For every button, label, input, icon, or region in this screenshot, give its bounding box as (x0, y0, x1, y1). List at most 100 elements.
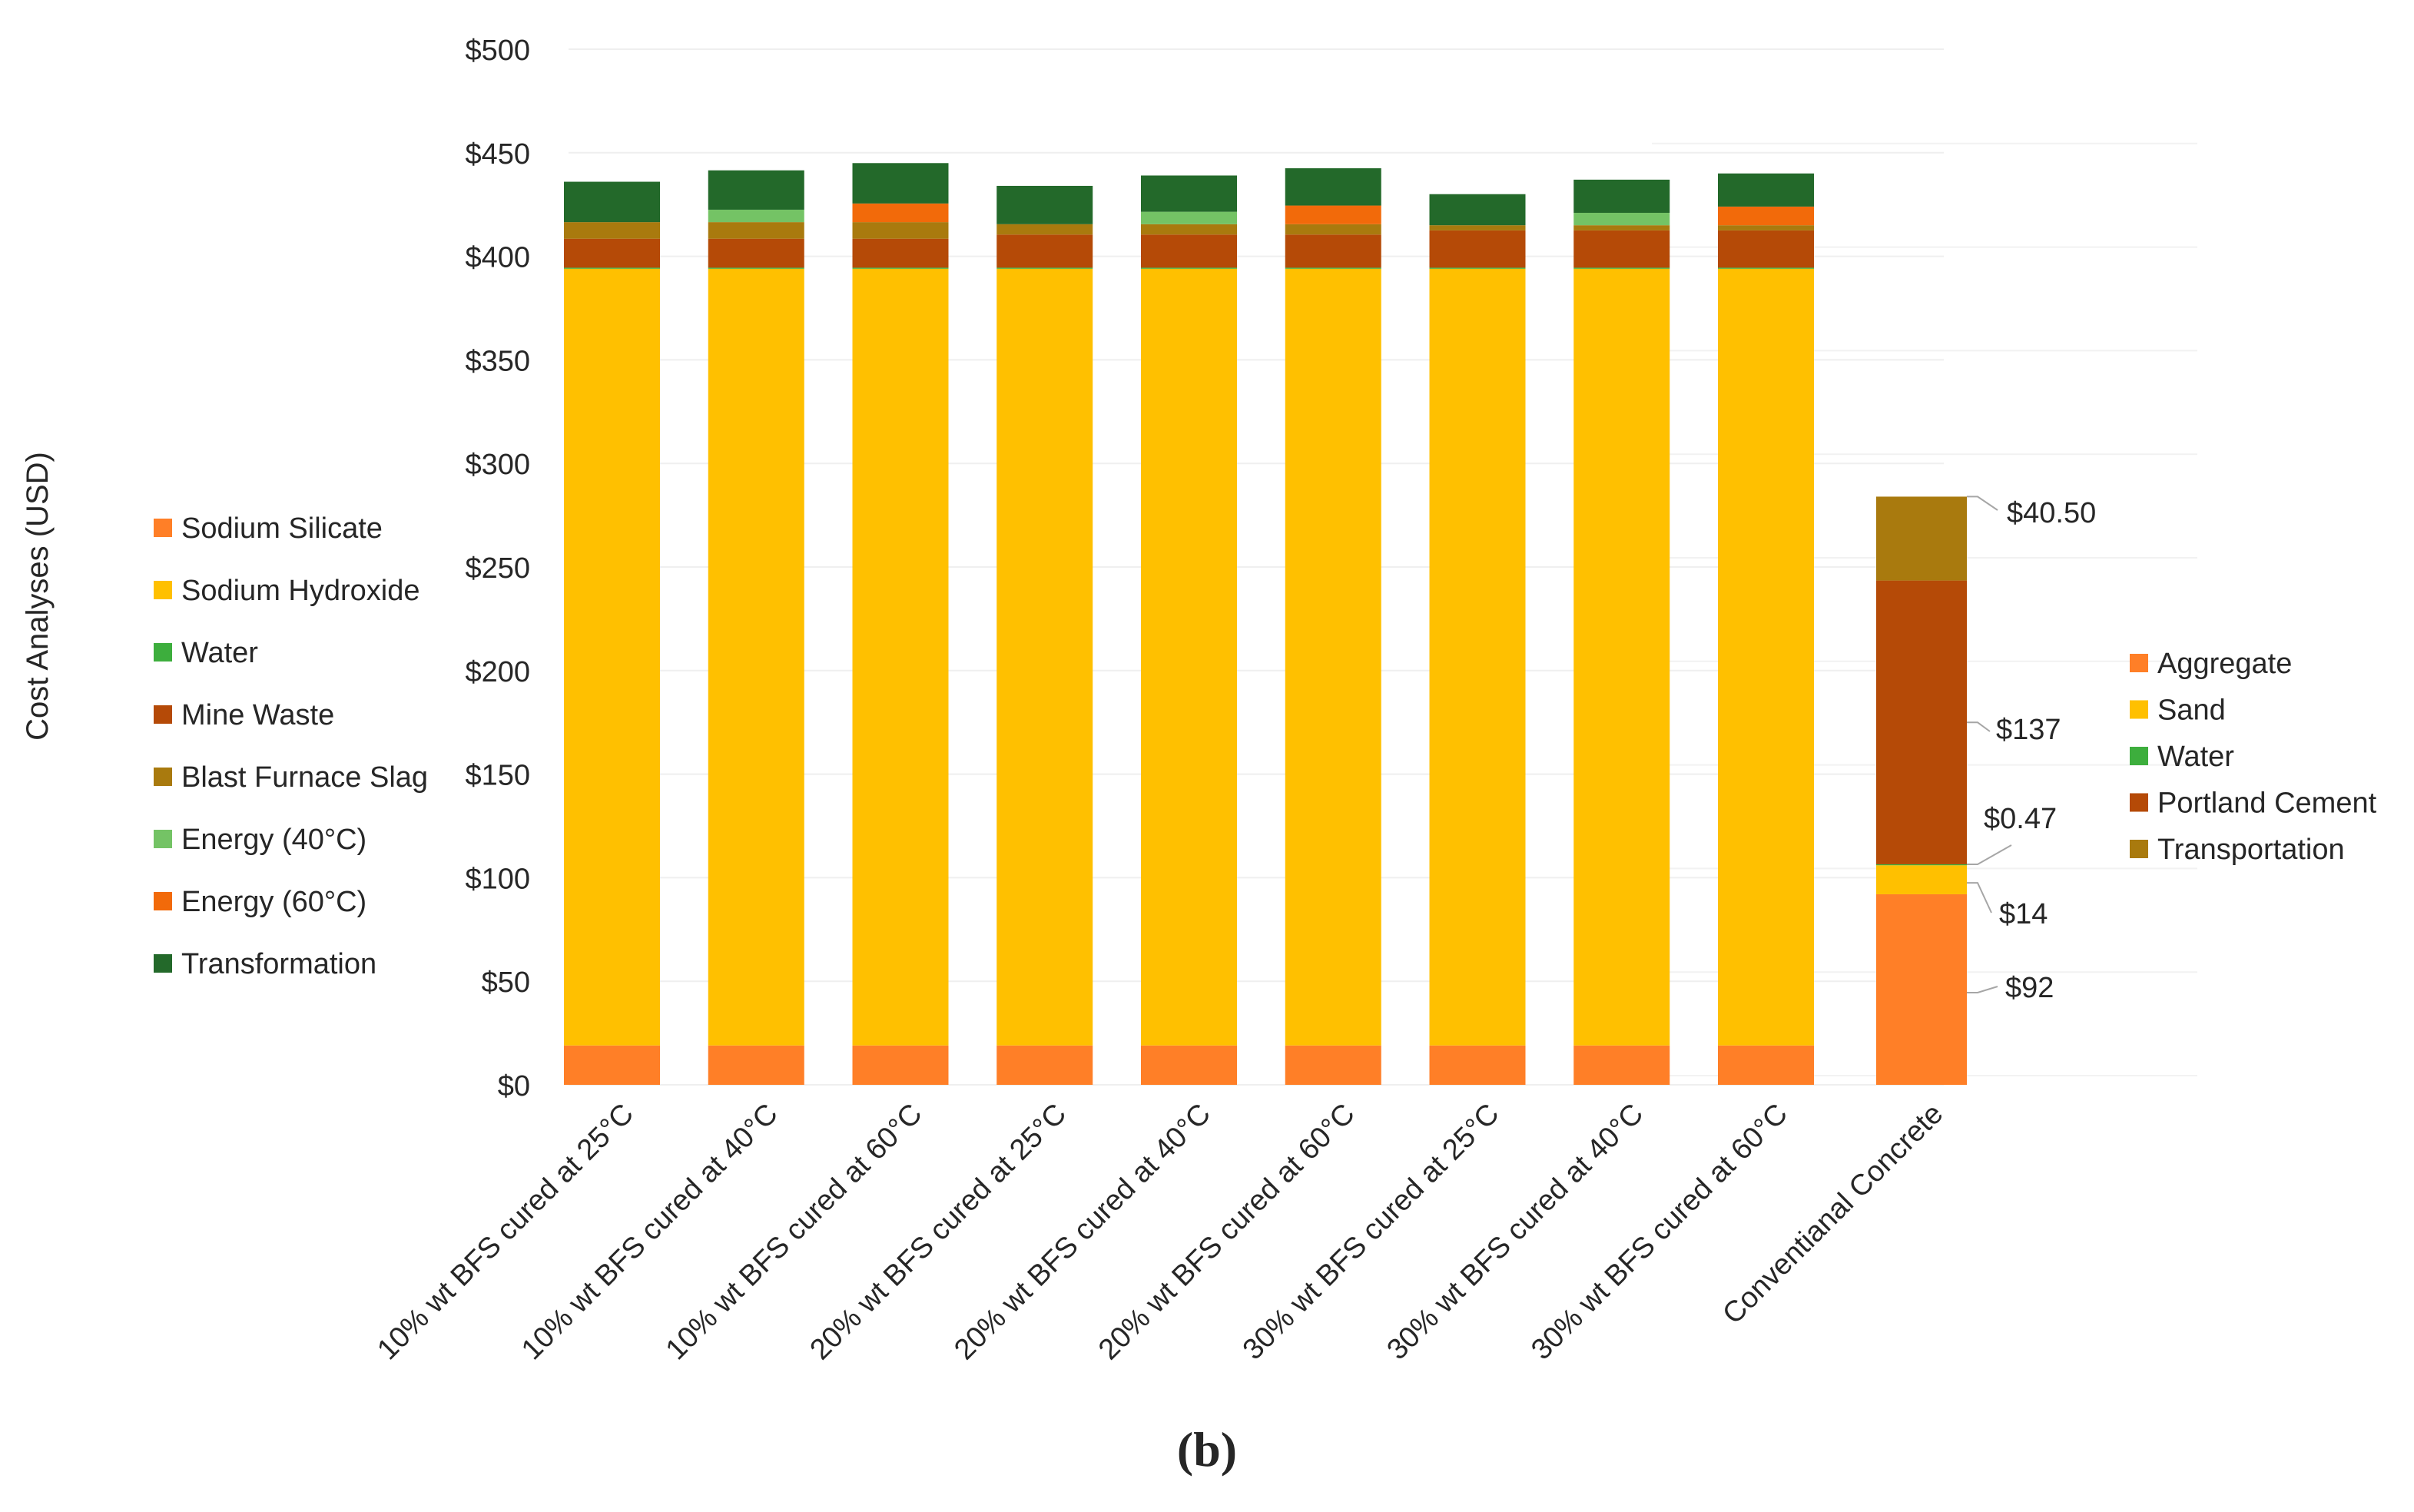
legend-label: Sand (2157, 695, 2226, 727)
y-tick-label: $150 (465, 760, 530, 792)
bar-segment (1718, 1045, 1814, 1085)
bar-segment (708, 209, 804, 223)
bar-segment (564, 267, 660, 269)
bar-segment (1285, 267, 1381, 269)
bar-segment (708, 222, 804, 239)
bar-segment (1429, 194, 1526, 226)
x-tick-label: 10% wt BFS cured at 40°C (516, 1098, 784, 1367)
y-axis-title: Cost Analyses (USD) (21, 452, 55, 741)
bar-segment (996, 224, 1093, 235)
bar-segment (1141, 234, 1237, 268)
bar-segment (1876, 865, 1967, 894)
bar-segment (708, 268, 804, 1046)
bar-segment (996, 268, 1093, 1046)
callout-line (1967, 882, 1992, 914)
x-tick-label: 20% wt BFS cured at 60°C (1093, 1098, 1361, 1367)
x-tick-label: 20% wt BFS cured at 25°C (804, 1098, 1073, 1367)
bar-segment (852, 163, 949, 204)
y-tick-label: $50 (482, 967, 530, 999)
bar-segment (1573, 268, 1670, 1046)
bar-segment (1285, 1045, 1381, 1085)
legend-label: Transformation (181, 948, 376, 980)
value-label: $92 (2005, 972, 2054, 1004)
bar-segment (1876, 894, 1967, 1085)
bar-segment (1141, 211, 1237, 224)
legend-swatch (2130, 840, 2148, 858)
x-tick-label: 20% wt BFS cured at 40°C (948, 1098, 1217, 1367)
x-tick-label: 30% wt BFS cured at 40°C (1381, 1098, 1650, 1367)
legend-label: Water (2157, 741, 2234, 773)
bar-segment (1429, 230, 1526, 268)
y-tick-label: $100 (465, 863, 530, 895)
legend-label: Transportation (2157, 834, 2345, 866)
bar-segment (1573, 230, 1670, 268)
bar-segment (1718, 230, 1814, 268)
bar-segment (1141, 267, 1237, 269)
legend-swatch (154, 892, 172, 910)
legend-geopolymer: Sodium Silicate Sodium Hydroxide Water Mine… (154, 512, 428, 980)
callout-line (1967, 986, 1998, 993)
legend-conventional: Aggregate Sand Water Portland Cement Transpo… (2130, 648, 2377, 866)
bar-segment (852, 203, 949, 223)
conventional-concrete-bar: $92 $14 $0.47 $137 $40.50 (1876, 496, 2096, 1085)
bar-segment (1876, 580, 1967, 864)
y-tick-label: $250 (465, 552, 530, 585)
legend-swatch (154, 519, 172, 537)
stacked-bars (564, 163, 1814, 1085)
bar-segment (1718, 267, 1814, 269)
bar-segment (1718, 206, 1814, 226)
bar-segment (1876, 496, 1967, 581)
y-tick-label: $0 (498, 1070, 530, 1102)
bar-segment (1573, 179, 1670, 213)
callout-line (1967, 496, 1998, 511)
bar-segment (996, 234, 1093, 268)
bar-segment (564, 238, 660, 268)
bar-segment (1429, 1045, 1526, 1085)
legend-label: Energy (40°C) (181, 824, 366, 856)
bar-segment (1285, 234, 1381, 268)
bar-segment (852, 268, 949, 1046)
legend-swatch (154, 705, 172, 724)
y-tick-label: $500 (465, 35, 530, 67)
legend-swatch (2130, 700, 2148, 719)
panel-label: (b) (1177, 1422, 1237, 1477)
bar-segment (996, 267, 1093, 269)
bar-segment (1285, 168, 1381, 206)
bar-segment (564, 1045, 660, 1085)
bar-segment (1718, 225, 1814, 230)
legend-label: Aggregate (2157, 648, 2292, 680)
bar-segment (1876, 864, 1967, 866)
bar-segment (708, 267, 804, 269)
bar-segment (1285, 224, 1381, 235)
legend-label: Water (181, 637, 258, 669)
bar-segment (1429, 268, 1526, 1046)
bar-segment (852, 1045, 949, 1085)
legend-swatch (154, 954, 172, 973)
legend-swatch (2130, 747, 2148, 765)
bar-segment (564, 181, 660, 223)
value-label: $137 (1996, 714, 2061, 746)
bar-segment (1718, 268, 1814, 1046)
x-axis: 10% wt BFS cured at 25°C10% wt BFS cured… (371, 1098, 1949, 1367)
y-tick-label: $450 (465, 138, 530, 171)
bar-segment (1141, 268, 1237, 1046)
x-tick-label: 10% wt BFS cured at 60°C (660, 1098, 929, 1367)
bar-segment (1573, 1045, 1670, 1085)
value-label: $40.50 (2007, 497, 2096, 529)
legend-label: Sodium Hydroxide (181, 575, 419, 607)
bar-segment (996, 185, 1093, 224)
legend-swatch (154, 830, 172, 848)
legend-label: Mine Waste (181, 699, 334, 731)
y-axis: $0 $50 $100 $150 $200 $250 $300 $350 $400 $450 $50… (465, 35, 530, 1102)
x-tick-label: 30% wt BFS cured at 25°C (1237, 1098, 1506, 1367)
bar-segment (1718, 173, 1814, 207)
bar-segment (1573, 267, 1670, 269)
bar-segment (1429, 267, 1526, 269)
legend-label: Energy (60°C) (181, 886, 366, 918)
bar-segment (564, 268, 660, 1046)
legend-label: Sodium Silicate (181, 512, 383, 545)
legend-label: Portland Cement (2157, 788, 2377, 820)
value-label: $0.47 (1984, 803, 2057, 835)
legend-swatch (154, 643, 172, 662)
bar-segment (1573, 225, 1670, 230)
